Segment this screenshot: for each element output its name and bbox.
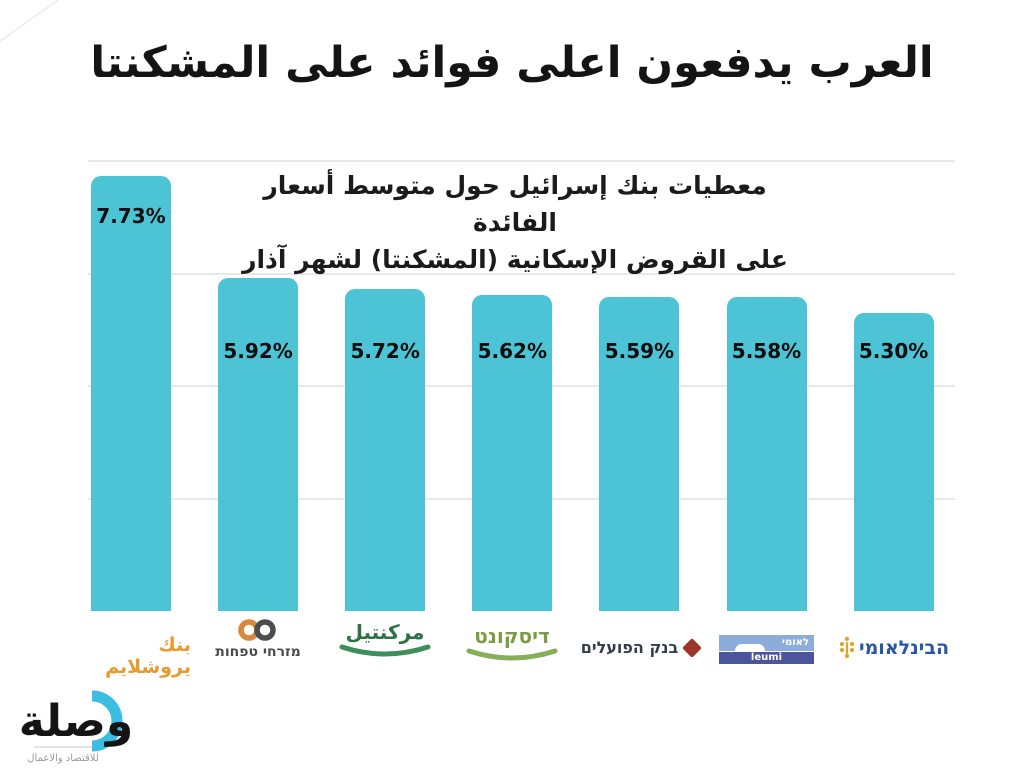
chart-bar bbox=[599, 296, 680, 611]
wasla-wordmark: وصلة bbox=[19, 696, 134, 747]
chart-bar bbox=[345, 289, 426, 611]
wasla-tagline: للاقتصاد والاعمال bbox=[27, 753, 99, 764]
logo-mercantile: مركنتيل bbox=[335, 620, 435, 660]
hapoalim-wordmark: בנק הפועלים bbox=[580, 638, 679, 657]
mercantile-arc-icon bbox=[339, 644, 431, 657]
logo-mizrahi-tefahot: מזרחי טפחות bbox=[213, 617, 303, 660]
bar-value-label: 5.30% bbox=[858, 339, 929, 363]
logo-discount: דיסקונט bbox=[462, 624, 562, 664]
bank-of-jerusalem-wordmark: بنك يروشلايم bbox=[105, 634, 191, 678]
wasla-swoosh-icon bbox=[91, 690, 123, 752]
wasla-watermark-logo: وصلة للاقتصاد والاعمال bbox=[19, 690, 134, 764]
bar-value-label: 5.59% bbox=[604, 339, 675, 363]
gridline bbox=[88, 272, 955, 275]
chart-bar bbox=[218, 278, 299, 611]
bar-value-label: 5.72% bbox=[350, 339, 420, 363]
dome-icon bbox=[735, 644, 765, 651]
menorah-icon bbox=[839, 636, 855, 659]
chart-subtitle-line1: معطيات بنك إسرائيل حول متوسط أسعار الفائ… bbox=[263, 171, 767, 237]
logo-leumi: לאומי leumi bbox=[719, 635, 814, 664]
chart-bar bbox=[726, 297, 807, 611]
diamond-icon bbox=[682, 637, 703, 658]
mizrahi-tefahot-wordmark: מזרחי טפחות bbox=[215, 644, 301, 660]
fibi-wordmark: הבינלאומי bbox=[858, 637, 950, 659]
mercantile-wordmark: مركنتيل bbox=[345, 620, 425, 644]
discount-arc-icon bbox=[466, 648, 558, 661]
corner-fold-decoration bbox=[0, 0, 59, 42]
chart-bar bbox=[853, 312, 934, 611]
bar-value-label: 7.73% bbox=[96, 204, 166, 229]
leumi-bottom-band: leumi bbox=[719, 652, 814, 664]
logo-bank-of-jerusalem: بنك يروشلايم bbox=[71, 634, 191, 678]
bar-value-label: 5.58% bbox=[731, 339, 802, 363]
logo-hapoalim: בנק הפועלים bbox=[577, 637, 703, 658]
bar-value-label: 5.92% bbox=[223, 339, 293, 363]
gridline bbox=[88, 160, 955, 162]
chart-subtitle: معطيات بنك إسرائيل حول متوسط أسعار الفائ… bbox=[235, 167, 795, 278]
bar-value-label: 5.62% bbox=[477, 339, 547, 363]
leumi-hebrew-wordmark: לאומי bbox=[782, 637, 809, 648]
leumi-top-band: לאומי bbox=[719, 635, 814, 651]
page-title: العرب يدفعون اعلى فوائد على المشكنتا bbox=[90, 38, 934, 88]
chart-subtitle-line2: على القروض الإسكانية (المشكنتا) لشهر آذا… bbox=[242, 245, 788, 274]
leumi-latin-wordmark: leumi bbox=[750, 652, 783, 663]
infinity-icon bbox=[238, 619, 276, 641]
logo-fibi: הבינלאומי bbox=[830, 636, 958, 660]
discount-wordmark: דיסקונט bbox=[474, 624, 550, 648]
chart-bar bbox=[91, 176, 171, 611]
chart-bar bbox=[472, 294, 553, 611]
